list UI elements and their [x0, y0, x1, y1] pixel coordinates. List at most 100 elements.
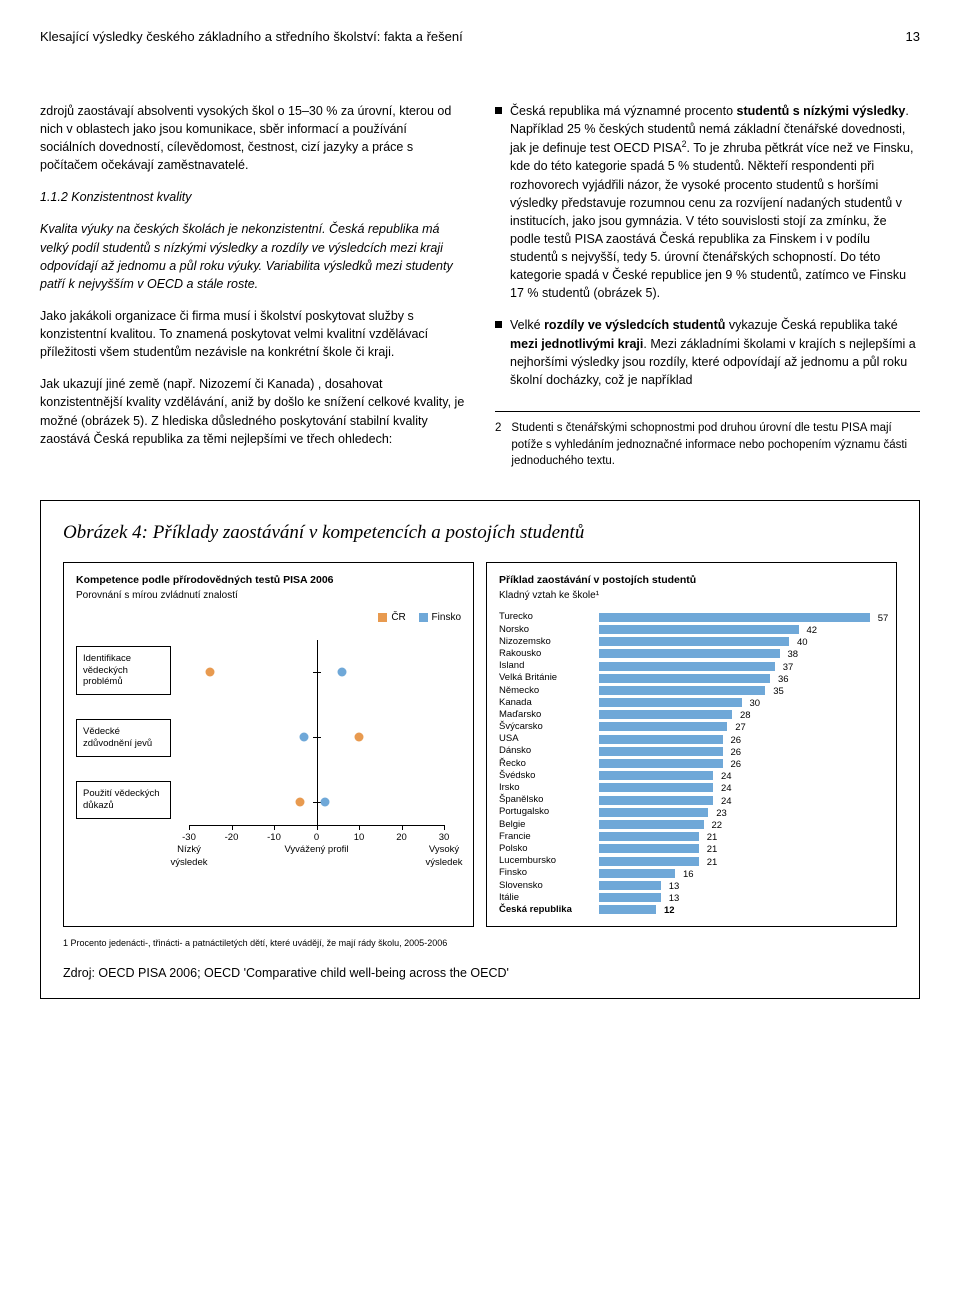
- x-tick-label: -20: [222, 831, 242, 845]
- figure-4: Obrázek 4: Příklady zaostávání v kompete…: [40, 500, 920, 999]
- figure-panels: Kompetence podle přírodovědných testů PI…: [63, 562, 897, 926]
- category-box: Vědecké zdůvodnění jevů: [76, 719, 171, 757]
- bar-fill: [599, 747, 723, 756]
- bar-value: 35: [773, 685, 784, 699]
- bar-fill: [599, 808, 708, 817]
- bar-row: Portugalsko23: [499, 806, 884, 818]
- bar-fill: [599, 637, 789, 646]
- bar-row: Island37: [499, 660, 884, 672]
- bar-fill: [599, 759, 723, 768]
- text-bold: rozdíly ve výsledcích studentů: [544, 318, 725, 332]
- bar-row: Itálie13: [499, 891, 884, 903]
- text-run: Velké: [510, 318, 544, 332]
- bar-fill: [599, 649, 780, 658]
- data-point: [299, 732, 308, 741]
- text-run: Česká republika má významné procento: [510, 104, 737, 118]
- bar-fill: [599, 893, 661, 902]
- bar-fill: [599, 783, 713, 792]
- x-axis-label: Nízký výsledek: [159, 843, 219, 871]
- bar-row: Finsko16: [499, 867, 884, 879]
- bar-fill: [599, 674, 770, 683]
- x-tick-label: 20: [392, 831, 412, 845]
- bar-fill: [599, 869, 675, 878]
- bar-chart: Turecko57Norsko42Nizozemsko40Rakousko38I…: [499, 611, 884, 916]
- bar-label: Česká republika: [499, 903, 599, 917]
- bar-fill: [599, 698, 742, 707]
- bar-value: 30: [750, 697, 761, 711]
- paragraph: zdrojů zaostávají absolventi vysokých šk…: [40, 102, 465, 175]
- category-box: Identifikace vědeckých problémů: [76, 646, 171, 696]
- bar-row: Španělsko24: [499, 794, 884, 806]
- legend-label: Finsko: [432, 612, 461, 623]
- bar-fill: [599, 662, 775, 671]
- bullet-item: Velké rozdíly ve výsledcích studentů vyk…: [495, 316, 920, 389]
- data-point: [338, 667, 347, 676]
- paragraph: Jako jakákoli organizace či firma musí i…: [40, 307, 465, 361]
- x-axis-label: Vyvážený profil: [282, 843, 352, 857]
- footnote-number: 2: [495, 420, 501, 470]
- bullet-item: Česká republika má významné procento stu…: [495, 102, 920, 303]
- right-panel-title: Příklad zaostávání v postojích studentů: [499, 573, 884, 588]
- bar-fill: [599, 686, 765, 695]
- right-panel-subtitle: Kladný vztah ke škole¹: [499, 589, 884, 604]
- text-run: . To je zhruba pětkrát více než ve Finsk…: [510, 141, 913, 300]
- bar-value: 12: [664, 904, 675, 918]
- square-bullet-icon: [495, 321, 502, 328]
- x-tick-label: 10: [349, 831, 369, 845]
- bar-fill: [599, 771, 713, 780]
- bar-row: Velká Británie36: [499, 672, 884, 684]
- bar-fill: [599, 844, 699, 853]
- bar-fill: [599, 832, 699, 841]
- left-panel-body: Identifikace vědeckých problémů Vědecké z…: [76, 632, 461, 862]
- right-column: Česká republika má významné procento stu…: [495, 102, 920, 470]
- bar-fill: [599, 625, 799, 634]
- data-point: [295, 797, 304, 806]
- right-panel: Příklad zaostávání v postojích studentů …: [486, 562, 897, 926]
- bar-fill: [599, 735, 723, 744]
- bar-value: 42: [807, 624, 818, 638]
- bar-row: Turecko57: [499, 611, 884, 623]
- text-bold: studentů s nízkými výsledky: [737, 104, 906, 118]
- header-title: Klesající výsledky českého základního a …: [40, 28, 463, 47]
- figure-source: Zdroj: OECD PISA 2006; OECD 'Comparative…: [63, 964, 897, 982]
- bar-row: Švýcarsko27: [499, 721, 884, 733]
- left-panel: Kompetence podle přírodovědných testů PI…: [63, 562, 474, 926]
- category-boxes: Identifikace vědeckých problémů Vědecké z…: [76, 632, 171, 862]
- data-point: [355, 732, 364, 741]
- bar-row: Francie21: [499, 831, 884, 843]
- category-box: Použití vědeckých důkazů: [76, 781, 171, 819]
- page-header: Klesající výsledky českého základního a …: [40, 28, 920, 47]
- bar-row: Česká republika 12: [499, 904, 884, 916]
- bullet-text: Velké rozdíly ve výsledcích studentů vyk…: [510, 316, 920, 389]
- bar-row: Švédsko24: [499, 770, 884, 782]
- bar-value: 21: [707, 856, 718, 870]
- text-run: Kladný vztah ke škole¹: [499, 590, 599, 601]
- bar-fill: [599, 905, 656, 914]
- bar-row: Lucembursko21: [499, 855, 884, 867]
- bar-row: Maďarsko28: [499, 709, 884, 721]
- paragraph: Jak ukazují jiné země (např. Nizozemí či…: [40, 375, 465, 448]
- data-point: [206, 667, 215, 676]
- bar-fill: [599, 881, 661, 890]
- section-heading: 1.1.2 Konzistentnost kvality: [40, 188, 465, 206]
- legend-swatch-fi: [419, 613, 428, 622]
- bar-row: Norsko42: [499, 623, 884, 635]
- bar-fill: [599, 857, 699, 866]
- paragraph-italic: Kvalita výuky na českých školách je neko…: [40, 220, 465, 293]
- legend: ČR Finsko: [76, 611, 461, 626]
- bullet-text: Česká republika má významné procento stu…: [510, 102, 920, 303]
- page-number: 13: [906, 28, 920, 47]
- bar-value: 57: [878, 612, 889, 626]
- footnote: 2 Studenti s čtenářskými schopnostmi pod…: [495, 420, 920, 470]
- two-column-layout: zdrojů zaostávají absolventi vysokých šk…: [40, 102, 920, 470]
- left-panel-subtitle: Porovnání s mírou zvládnutí znalostí: [76, 589, 461, 604]
- footnote-text: Studenti s čtenářskými schopnostmi pod d…: [511, 420, 920, 470]
- bar-row: Slovensko13: [499, 879, 884, 891]
- bar-row: Rakousko38: [499, 648, 884, 660]
- figure-footnote: 1 Procento jedenácti-, třinácti- a patná…: [63, 937, 897, 950]
- text-run: vykazuje Česká republika také: [725, 318, 897, 332]
- bar-row: Irsko24: [499, 782, 884, 794]
- text-bold: mezi jednotlivými kraji: [510, 337, 643, 351]
- bar-fill: [599, 820, 704, 829]
- bar-row: Německo35: [499, 684, 884, 696]
